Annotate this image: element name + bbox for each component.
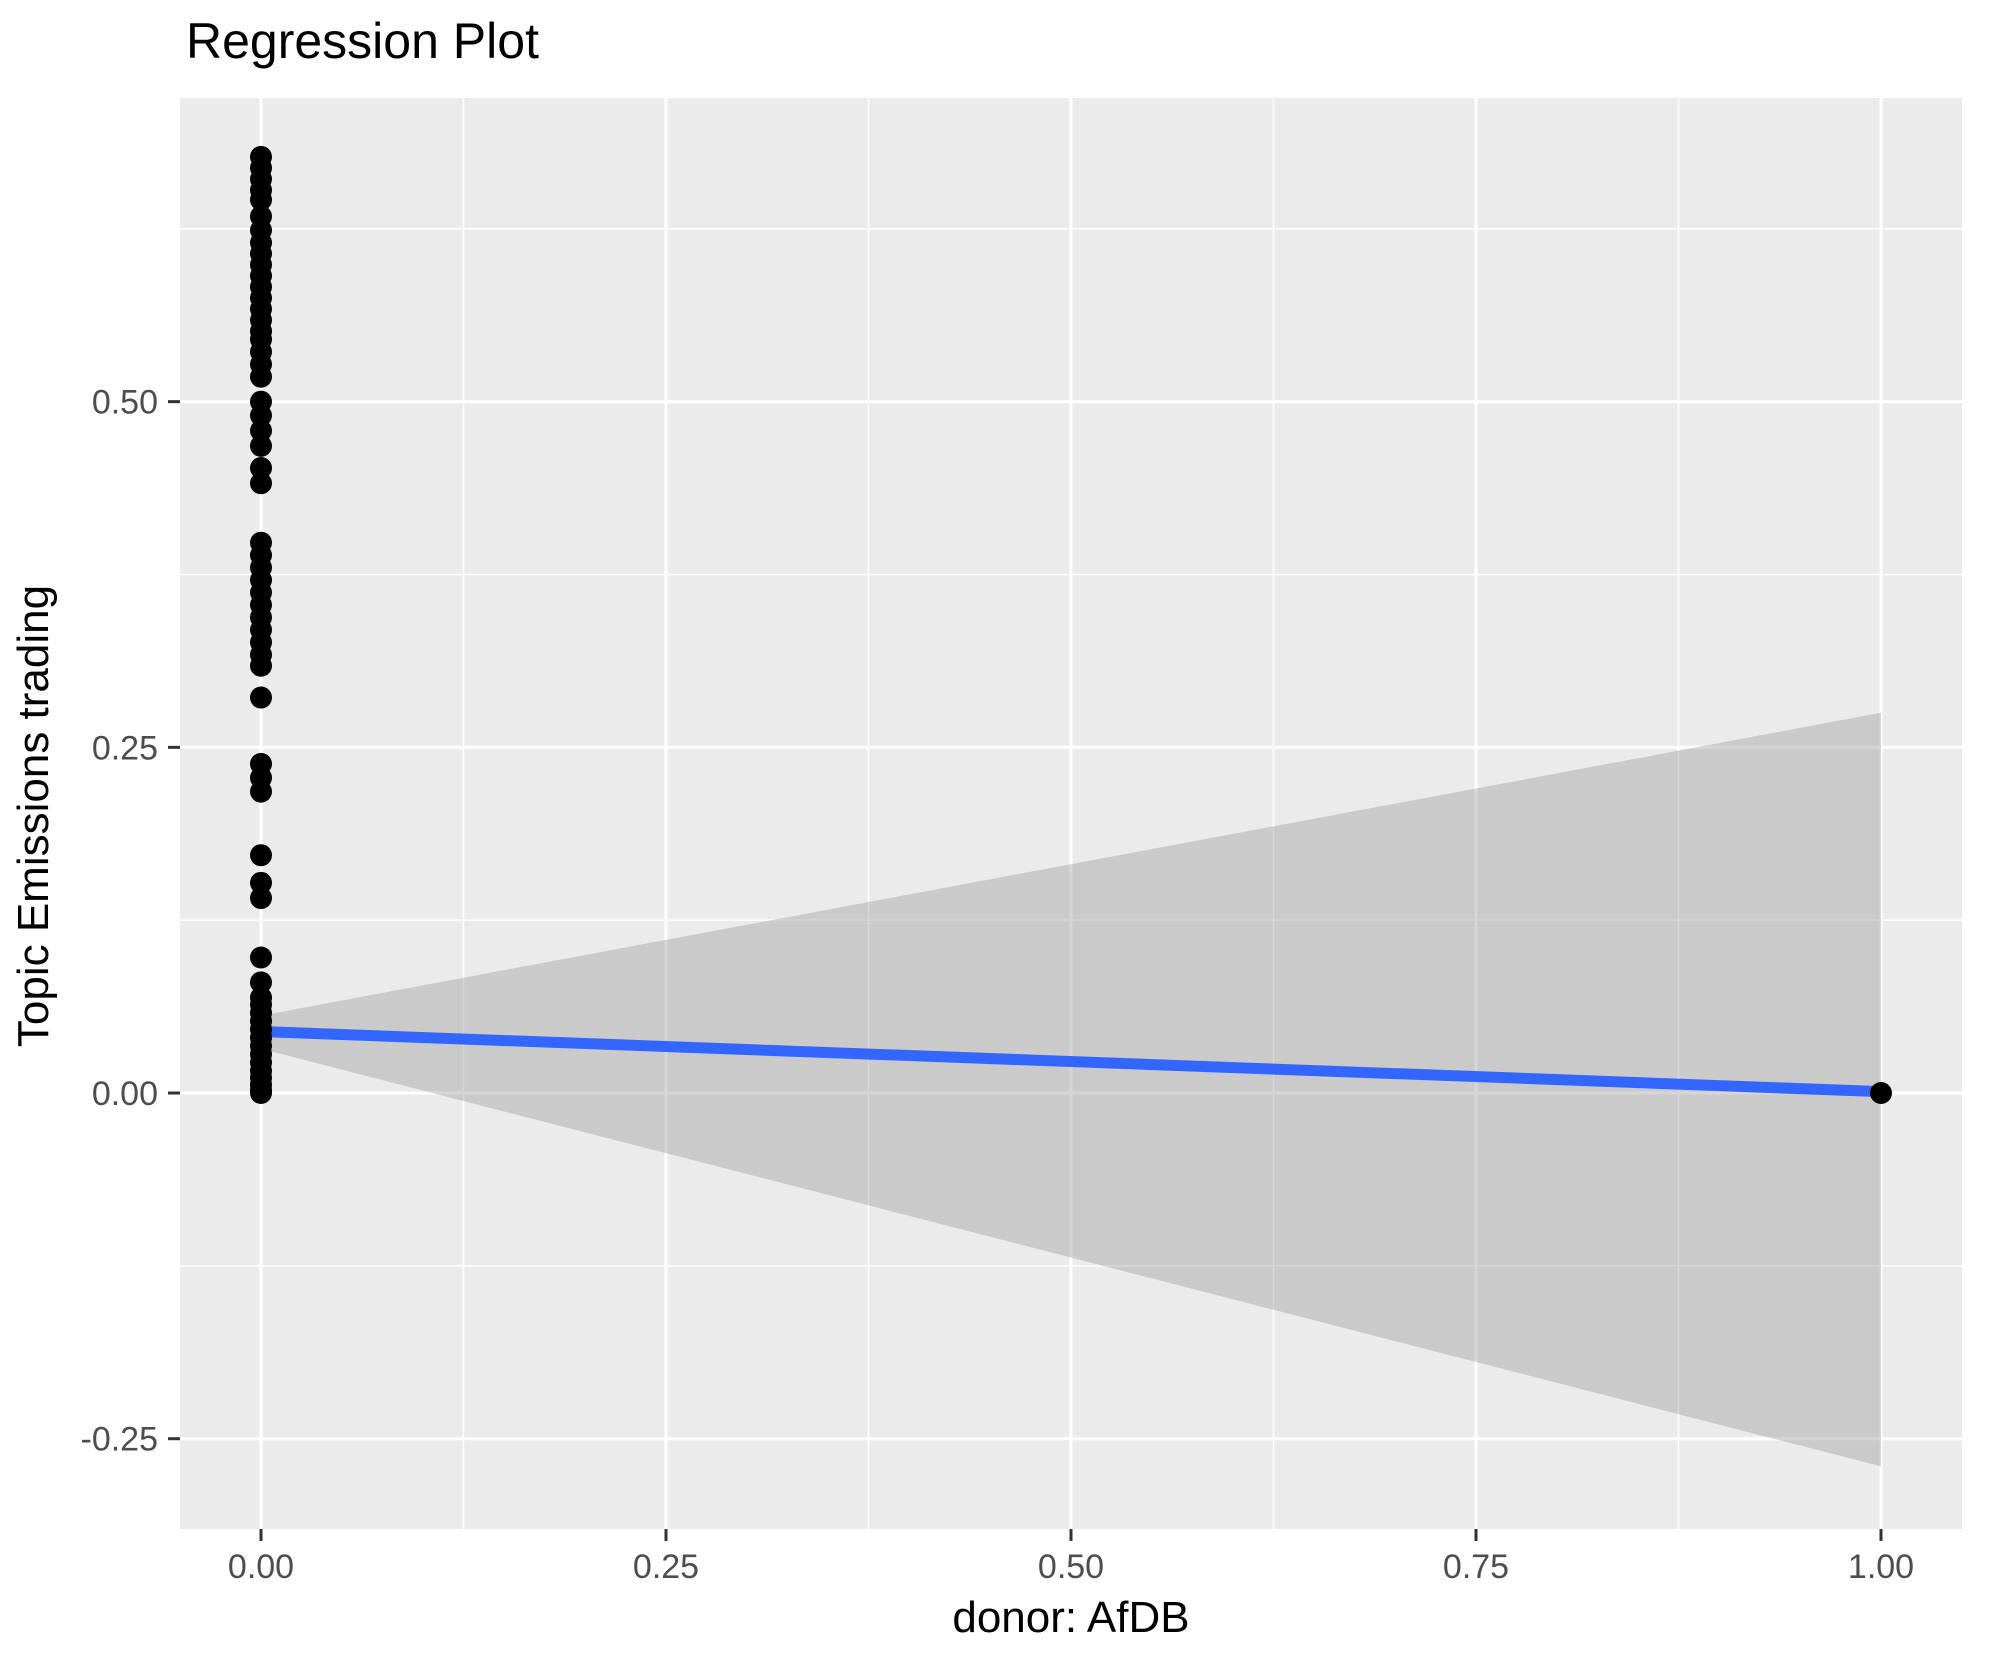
regression-line xyxy=(260,1025,1882,1098)
data-point xyxy=(250,457,272,480)
x-tick-label: 0.50 xyxy=(1038,1548,1104,1586)
y-tick-label: 0.25 xyxy=(92,729,158,767)
data-point xyxy=(250,686,272,709)
data-point xyxy=(250,404,272,427)
x-axis-title: donor: AfDB xyxy=(952,1593,1190,1642)
data-point xyxy=(250,871,272,894)
data-point xyxy=(1870,1082,1892,1105)
x-tick-label: 0.75 xyxy=(1443,1548,1509,1586)
data-point xyxy=(250,434,272,457)
data-point xyxy=(250,946,272,969)
data-point xyxy=(250,365,272,388)
data-point xyxy=(250,844,272,867)
data-point xyxy=(250,971,272,994)
data-point xyxy=(250,654,272,677)
y-tick-label: 0.50 xyxy=(92,384,158,422)
x-tick-label: 0.25 xyxy=(633,1548,699,1586)
data-point xyxy=(250,188,272,211)
confidence-band xyxy=(261,712,1881,1467)
data-point xyxy=(250,780,272,803)
data-point xyxy=(250,1082,272,1105)
data-point xyxy=(250,472,272,495)
y-axis-title: Topic Emissions trading xyxy=(9,584,58,1048)
y-tick-label: -0.25 xyxy=(81,1421,159,1459)
x-tick-label: 1.00 xyxy=(1848,1548,1914,1586)
data-point xyxy=(250,419,272,442)
data-point xyxy=(250,887,272,910)
plot-title: Regression Plot xyxy=(186,13,539,69)
y-tick-label: 0.00 xyxy=(92,1075,158,1113)
x-tick-label: 0.00 xyxy=(228,1548,294,1586)
